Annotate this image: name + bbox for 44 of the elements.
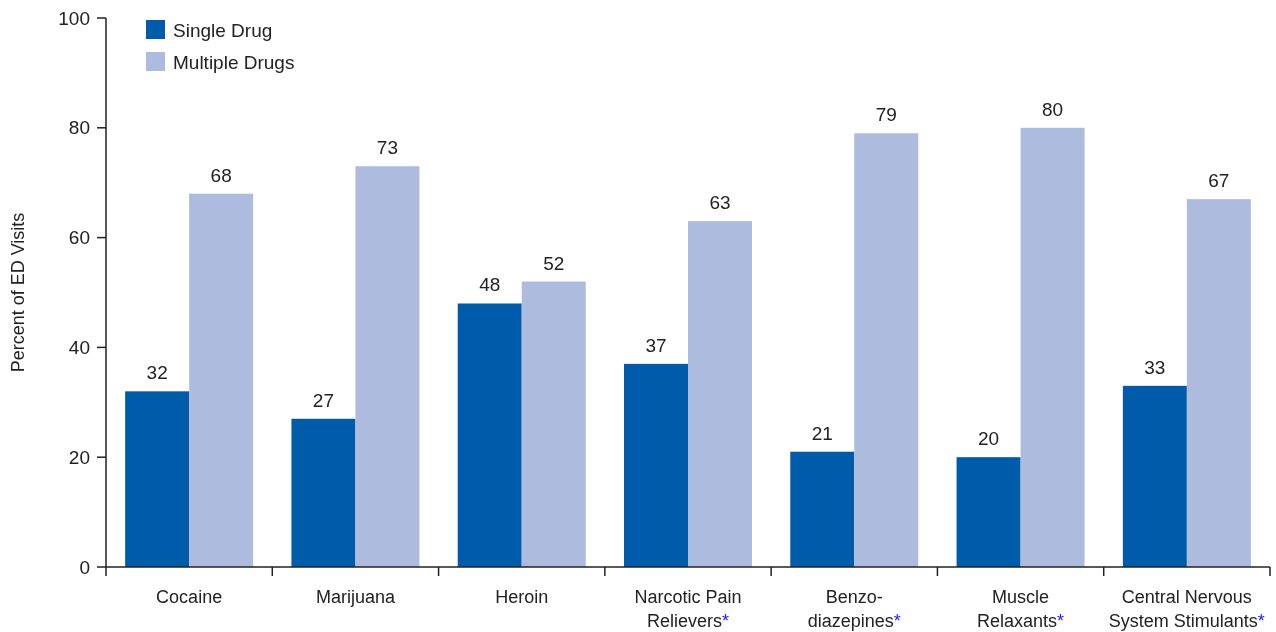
legend-label: Multiple Drugs — [173, 51, 295, 73]
bar — [1020, 127, 1085, 567]
data-label: 67 — [1208, 170, 1230, 192]
data-label: 73 — [376, 137, 398, 159]
bar — [521, 281, 586, 567]
x-tick-label: Central Nervous System Stimulants* — [1108, 587, 1265, 631]
bar — [854, 133, 919, 567]
y-axis-title: Percent of ED Visits — [8, 212, 28, 373]
data-label: 52 — [543, 252, 565, 274]
y-tick-label: 100 — [58, 7, 90, 29]
bar — [355, 166, 420, 567]
bar — [624, 363, 688, 567]
bar — [956, 457, 1021, 567]
x-tick-label: Cocaine — [156, 587, 223, 607]
data-label: 33 — [1144, 356, 1166, 378]
y-tick-label: 80 — [68, 117, 90, 139]
x-tick-label: Benzo- diazepines* — [807, 587, 901, 631]
x-tick-label: Muscle Relaxants* — [977, 587, 1065, 631]
bar — [457, 303, 522, 567]
x-tick-label: Marijuana — [315, 587, 396, 607]
data-label: 27 — [312, 389, 334, 411]
bar — [291, 418, 356, 567]
y-tick-label: 60 — [68, 227, 90, 249]
bar — [125, 391, 190, 567]
legend-label: Single Drug — [173, 19, 273, 41]
y-tick-label: 20 — [68, 446, 90, 468]
data-label: 68 — [210, 164, 232, 186]
data-label: 80 — [1042, 98, 1064, 120]
data-label: 63 — [709, 192, 731, 214]
data-label: 37 — [645, 334, 667, 356]
data-label: 32 — [146, 362, 168, 384]
bar — [189, 193, 254, 567]
data-label: 21 — [811, 422, 833, 444]
x-tick-label: Heroin — [495, 587, 549, 607]
y-tick-label: 0 — [79, 556, 90, 578]
bar — [1186, 199, 1251, 567]
bar — [688, 221, 752, 567]
x-tick-label: Narcotic Pain Relievers* — [634, 587, 742, 631]
bar — [1122, 385, 1187, 567]
bar — [790, 451, 855, 567]
data-label: 79 — [875, 104, 897, 126]
data-label: 48 — [479, 274, 501, 296]
y-tick-label: 40 — [68, 337, 90, 359]
data-label: 20 — [978, 428, 1000, 450]
